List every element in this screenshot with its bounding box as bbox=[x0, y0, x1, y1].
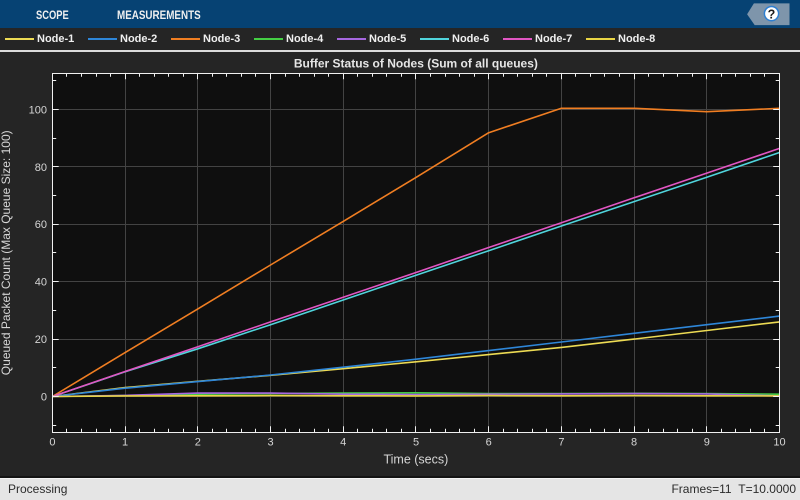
svg-text:2: 2 bbox=[195, 437, 201, 449]
svg-text:7: 7 bbox=[558, 437, 564, 449]
svg-text:9: 9 bbox=[704, 437, 710, 449]
svg-text:Buffer Status of Nodes (Sum of: Buffer Status of Nodes (Sum of all queue… bbox=[294, 57, 538, 71]
svg-text:Time (secs): Time (secs) bbox=[383, 453, 448, 467]
svg-text:0: 0 bbox=[41, 392, 47, 404]
svg-text:40: 40 bbox=[35, 277, 47, 289]
svg-text:60: 60 bbox=[35, 219, 47, 231]
svg-text:3: 3 bbox=[267, 437, 273, 449]
svg-text:0: 0 bbox=[49, 437, 55, 449]
svg-text:5: 5 bbox=[413, 437, 419, 449]
svg-text:8: 8 bbox=[631, 437, 637, 449]
svg-text:4: 4 bbox=[340, 437, 346, 449]
svg-text:Queued Packet Count (Max Queue: Queued Packet Count (Max Queue Size: 100… bbox=[0, 130, 13, 375]
svg-text:6: 6 bbox=[486, 437, 492, 449]
svg-text:20: 20 bbox=[35, 334, 47, 346]
svg-text:1: 1 bbox=[122, 437, 128, 449]
svg-text:10: 10 bbox=[773, 437, 785, 449]
svg-text:100: 100 bbox=[29, 104, 47, 116]
svg-text:80: 80 bbox=[35, 162, 47, 174]
svg-text:?: ? bbox=[768, 7, 776, 21]
